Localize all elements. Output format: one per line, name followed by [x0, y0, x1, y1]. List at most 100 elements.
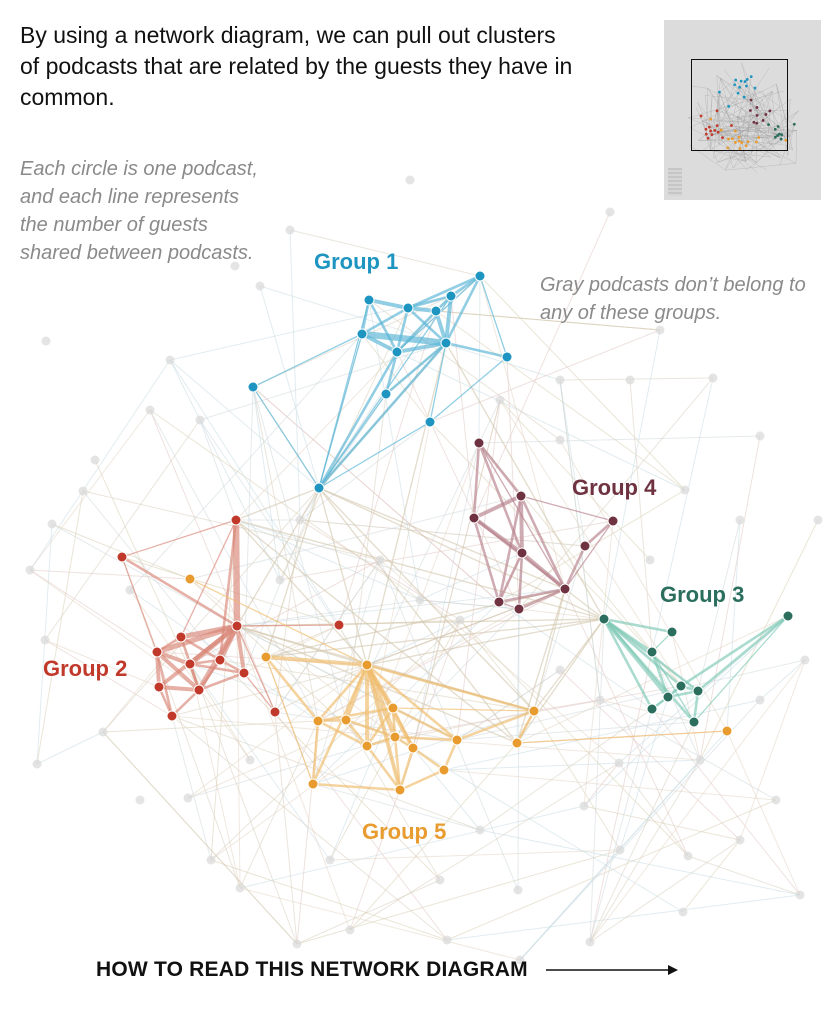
edge [589, 839, 741, 943]
podcast-node[interactable] [247, 381, 259, 393]
gray-podcast-node [292, 939, 302, 949]
minimap-handle[interactable] [668, 168, 682, 196]
podcast-node[interactable] [598, 613, 610, 625]
edge [589, 708, 653, 943]
podcast-node[interactable] [361, 659, 373, 671]
minimap-viewport[interactable] [691, 59, 788, 151]
podcast-node[interactable] [394, 784, 406, 796]
podcast-node[interactable] [528, 705, 540, 717]
how-to-read-link[interactable]: HOW TO READ THIS NETWORK DIAGRAM [96, 958, 678, 982]
edge [121, 556, 158, 653]
podcast-node[interactable] [721, 725, 733, 737]
podcast-node[interactable] [214, 654, 226, 666]
edge [706, 88, 708, 135]
edge [589, 759, 701, 943]
podcast-node[interactable] [692, 685, 704, 697]
podcast-node[interactable] [782, 610, 794, 622]
g1-nodes [247, 270, 513, 494]
podcast-node[interactable] [193, 684, 205, 696]
podcast-node[interactable] [238, 667, 250, 679]
edge [710, 149, 746, 162]
podcast-node[interactable] [116, 551, 128, 563]
edge [564, 520, 614, 590]
podcast-node[interactable] [313, 482, 325, 494]
podcast-node[interactable] [511, 737, 523, 749]
podcast-node[interactable] [389, 731, 401, 743]
podcast-node[interactable] [646, 646, 658, 658]
edge [583, 762, 620, 807]
edge [745, 87, 756, 146]
minimap-nodes [699, 75, 796, 150]
edge [379, 559, 519, 891]
edge [344, 719, 369, 747]
podcast-node[interactable] [646, 703, 658, 715]
podcast-node[interactable] [356, 328, 368, 340]
edge [289, 229, 301, 521]
edge [533, 588, 566, 712]
podcast-node[interactable] [493, 596, 505, 608]
overview-minimap[interactable] [664, 20, 821, 200]
podcast-node[interactable] [391, 346, 403, 358]
podcast-node[interactable] [363, 294, 375, 306]
podcast-node[interactable] [151, 646, 163, 658]
podcast-node[interactable] [175, 631, 187, 643]
podcast-node[interactable] [230, 514, 242, 526]
g4-edges [472, 442, 614, 611]
edge [235, 487, 320, 521]
edge [299, 519, 461, 621]
edge [318, 487, 605, 620]
podcast-node[interactable] [361, 740, 373, 752]
podcast-node[interactable] [675, 680, 687, 692]
podcast-node[interactable] [474, 270, 486, 282]
podcast-node[interactable] [440, 337, 452, 349]
edge [589, 651, 653, 943]
edge [727, 147, 734, 169]
podcast-node[interactable] [231, 620, 243, 632]
edge [702, 120, 754, 123]
edge [478, 442, 566, 590]
podcast-node[interactable] [579, 540, 591, 552]
edge [776, 84, 793, 151]
podcast-node[interactable] [516, 547, 528, 559]
podcast-node[interactable] [515, 490, 527, 502]
podcast-node[interactable] [184, 573, 196, 585]
podcast-node [792, 122, 796, 126]
edge [311, 664, 369, 785]
podcast-node[interactable] [501, 351, 513, 363]
edge [533, 618, 605, 712]
edge [714, 79, 748, 131]
edge [746, 162, 757, 170]
edge [368, 299, 421, 601]
podcast-node[interactable] [438, 764, 450, 776]
podcast-node[interactable] [402, 302, 414, 314]
podcast-node[interactable] [662, 691, 674, 703]
podcast-node[interactable] [666, 626, 678, 638]
podcast-node[interactable] [184, 658, 196, 670]
podcast-node[interactable] [559, 583, 571, 595]
gray-podcast-node [245, 755, 255, 765]
podcast-node[interactable] [473, 437, 485, 449]
podcast-node[interactable] [153, 681, 165, 693]
edge [519, 730, 728, 961]
podcast-node[interactable] [312, 715, 324, 727]
podcast-node[interactable] [333, 619, 345, 631]
podcast-node[interactable] [451, 734, 463, 746]
podcast-node[interactable] [407, 742, 419, 754]
podcast-node[interactable] [445, 290, 457, 302]
podcast-node[interactable] [380, 388, 392, 400]
podcast-node[interactable] [340, 714, 352, 726]
podcast-node[interactable] [269, 706, 281, 718]
group-2-label: Group 2 [43, 656, 128, 681]
podcast-node[interactable] [307, 778, 319, 790]
gray-podcast-node [275, 575, 285, 585]
gray-podcast-node [47, 519, 57, 529]
podcast-node[interactable] [468, 512, 480, 524]
podcast-node[interactable] [430, 305, 442, 317]
podcast-node[interactable] [387, 702, 399, 714]
podcast-node[interactable] [513, 603, 525, 615]
podcast-node[interactable] [688, 716, 700, 728]
podcast-node[interactable] [424, 416, 436, 428]
podcast-node[interactable] [260, 651, 272, 663]
podcast-node[interactable] [607, 515, 619, 527]
podcast-node[interactable] [166, 710, 178, 722]
